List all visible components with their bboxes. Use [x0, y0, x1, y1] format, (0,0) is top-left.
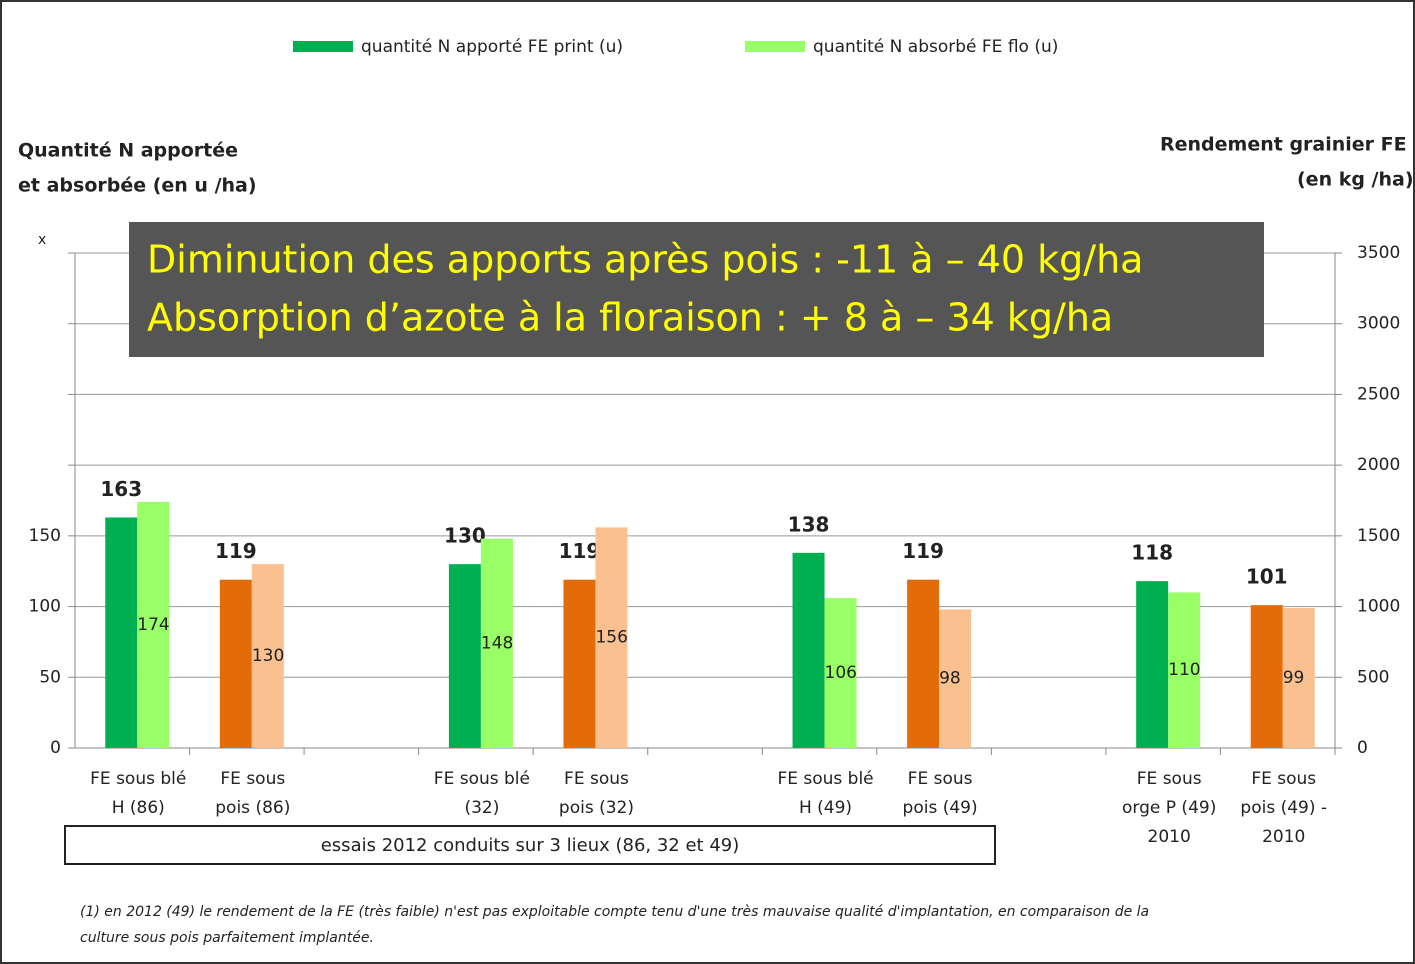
annotation: Absorption d’azote à la floraison : + 8 … [147, 296, 1113, 340]
bar [1168, 592, 1201, 748]
y2-tick-label: 0 [1357, 738, 1368, 758]
value-label: 106 [825, 663, 857, 683]
axis-marker: x [38, 232, 46, 248]
subtitle: essais 2012 conduits sur 3 lieux (86, 32… [321, 835, 740, 856]
footnote: (1) en 2012 (49) le rendement de la FE (… [80, 904, 1149, 920]
y-tick-label: 100 [29, 597, 61, 617]
x-tick-label: FE sous blé [777, 769, 873, 789]
value-label: 119 [902, 539, 944, 563]
legend-label: quantité N absorbé FE flo (u) [813, 37, 1058, 57]
x-tick-label: orge P (49) [1122, 798, 1216, 818]
subtitle-box [64, 825, 996, 865]
value-label: 119 [559, 539, 601, 563]
bar [1250, 605, 1283, 748]
y2-tick-label: 1000 [1357, 597, 1400, 617]
y2-tick-label: 2500 [1357, 384, 1400, 404]
x-tick-label: FE sous [908, 769, 973, 789]
bar [1282, 607, 1315, 748]
x-tick-label: FE sous [220, 769, 285, 789]
annotation-box [129, 222, 1264, 357]
x-tick-label: H (49) [799, 798, 852, 818]
x-tick-label: pois (86) [215, 798, 290, 818]
x-tick-label: FE sous blé [434, 769, 530, 789]
value-label: 119 [215, 539, 257, 563]
value-label: 163 [100, 477, 142, 501]
value-label: 99 [1283, 668, 1305, 688]
value-label: 174 [137, 615, 169, 635]
value-label: 130 [444, 524, 486, 548]
y2-tick-label: 2000 [1357, 455, 1400, 475]
value-label: 110 [1168, 660, 1200, 680]
footnote: culture sous pois parfaitement implantée… [80, 930, 374, 946]
y2-axis-title: (en kg /ha) [1297, 169, 1414, 191]
x-tick-label: FE sous [1137, 769, 1202, 789]
bar [105, 517, 138, 748]
y-tick-label: 0 [50, 738, 61, 758]
x-tick-label: 2010 [1148, 827, 1191, 847]
x-tick-label: pois (32) [559, 798, 634, 818]
bar [563, 579, 596, 748]
bar [595, 527, 628, 748]
y-tick-label: 150 [29, 526, 61, 546]
x-tick-label: FE sous [1251, 769, 1316, 789]
y-tick-label: 50 [39, 667, 61, 687]
value-label: 156 [595, 628, 627, 648]
value-label: 98 [939, 669, 961, 689]
bar [939, 609, 972, 748]
y2-tick-label: 1500 [1357, 526, 1400, 546]
bar [480, 538, 513, 748]
annotation: Diminution des apports après pois : -11 … [147, 238, 1143, 282]
y2-tick-label: 3000 [1357, 314, 1400, 334]
value-label: 101 [1246, 565, 1288, 589]
bar [219, 579, 252, 748]
bar [251, 564, 284, 748]
bar [1136, 581, 1169, 748]
value-label: 130 [252, 646, 284, 666]
x-tick-label: FE sous [564, 769, 629, 789]
y-axis-title: Quantité N apportée [18, 140, 238, 162]
value-label: 138 [788, 512, 830, 536]
legend-swatch [745, 41, 805, 52]
legend-label: quantité N apporté FE print (u) [361, 37, 623, 57]
y2-tick-label: 3500 [1357, 243, 1400, 263]
bar [448, 564, 481, 748]
x-tick-label: H (86) [112, 798, 165, 818]
value-label: 118 [1131, 541, 1173, 565]
y2-axis-title: Rendement grainier FE [1160, 134, 1407, 156]
bar [137, 501, 170, 748]
bar [907, 579, 940, 748]
bar [824, 598, 857, 748]
y2-tick-label: 500 [1357, 667, 1389, 687]
x-tick-label: (32) [464, 798, 499, 818]
x-tick-label: FE sous blé [90, 769, 186, 789]
y-axis-title: et absorbée (en u /ha) [18, 175, 257, 197]
x-tick-label: pois (49) [903, 798, 978, 818]
x-tick-label: 2010 [1262, 827, 1305, 847]
value-label: 148 [481, 633, 513, 653]
x-tick-label: pois (49) - [1240, 798, 1327, 818]
legend-swatch [293, 41, 353, 52]
bar [792, 552, 825, 748]
